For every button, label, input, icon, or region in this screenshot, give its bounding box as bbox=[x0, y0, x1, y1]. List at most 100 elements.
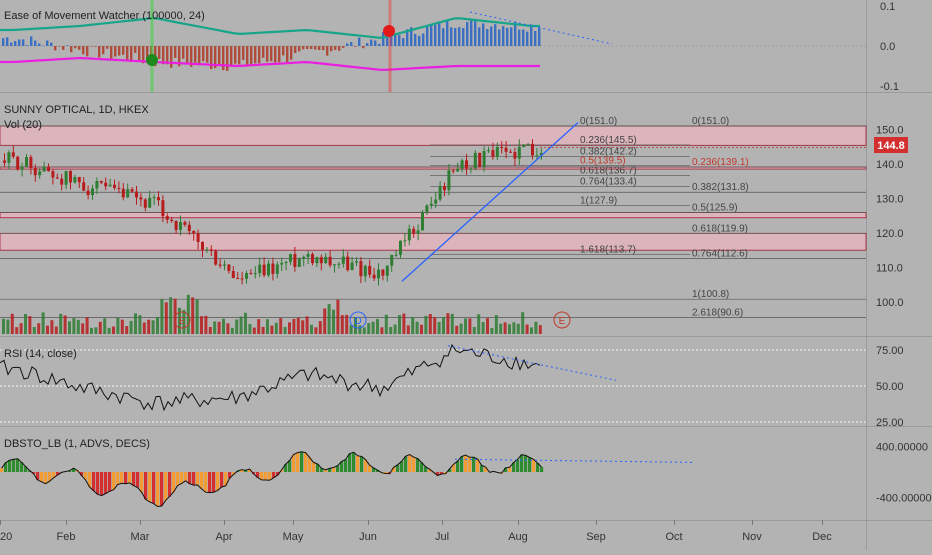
x-tick-label[interactable]: Mar bbox=[131, 531, 150, 543]
emw-bar bbox=[2, 38, 5, 46]
emw-bar bbox=[10, 42, 13, 46]
x-tick-label[interactable]: May bbox=[283, 531, 304, 543]
volume-bar bbox=[24, 314, 27, 334]
x-tick-label[interactable]: Jul bbox=[435, 531, 449, 543]
price-y-tick-label[interactable]: 120.0 bbox=[876, 228, 904, 240]
dbsto-bar bbox=[528, 457, 532, 472]
dbsto-bar bbox=[88, 472, 92, 488]
fib-level-label[interactable]: 0(151.0) bbox=[692, 116, 729, 127]
rsi-title[interactable]: RSI (14, close) bbox=[4, 348, 77, 360]
emw-bar bbox=[534, 30, 537, 46]
fib-level-label[interactable]: 0.382(131.8) bbox=[692, 182, 749, 193]
event-marker[interactable] bbox=[173, 311, 191, 329]
x-tick-label[interactable]: Jun bbox=[359, 531, 377, 543]
emw-bar bbox=[230, 46, 233, 67]
volume-bar bbox=[244, 312, 247, 334]
volume-bar bbox=[81, 323, 85, 334]
emw-bar bbox=[138, 46, 141, 61]
fib-extension-label[interactable]: 0.618(136.7) bbox=[580, 165, 637, 176]
price-title[interactable]: SUNNY OPTICAL, 1D, HKEX bbox=[4, 104, 149, 116]
candle-body bbox=[275, 264, 279, 274]
fib-extension-label[interactable]: 0.382(142.2) bbox=[580, 146, 637, 157]
price-y-tick-label[interactable]: 150.0 bbox=[876, 124, 904, 136]
emw-y-tick-label[interactable]: -0.1 bbox=[880, 81, 899, 93]
emw-bar bbox=[502, 26, 505, 46]
volume-bar bbox=[195, 299, 199, 334]
rsi-divergence-line[interactable] bbox=[447, 345, 617, 381]
volume-bar bbox=[283, 326, 287, 334]
emw-bar bbox=[90, 46, 93, 47]
x-tick-label[interactable]: Aug bbox=[508, 531, 528, 543]
emw-buy-marker[interactable] bbox=[146, 54, 158, 66]
fib-extension-label[interactable]: 1.618(113.7) bbox=[580, 245, 636, 256]
volume-bar bbox=[340, 315, 344, 334]
event-marker[interactable] bbox=[553, 311, 571, 329]
x-tick-label[interactable]: Oct bbox=[665, 531, 682, 543]
candle-body bbox=[487, 150, 490, 152]
volume-bar bbox=[437, 321, 441, 334]
annotation-lines-layer[interactable] bbox=[146, 0, 866, 463]
dbsto-title[interactable]: DBSTO_LB (1, ADVS, DECS) bbox=[4, 438, 150, 450]
dbsto-y-tick-label[interactable]: -400.00000 bbox=[876, 493, 932, 505]
price-y-tick-label[interactable]: 100.0 bbox=[876, 297, 904, 309]
x-tick-label[interactable]: Apr bbox=[215, 531, 232, 543]
fib-level-label[interactable]: 0.618(119.9) bbox=[692, 223, 748, 234]
volume-bar bbox=[222, 318, 225, 334]
candle-body bbox=[253, 273, 257, 275]
emw-bar bbox=[378, 43, 381, 46]
volume-bar bbox=[411, 317, 415, 334]
emw-bar bbox=[86, 46, 89, 57]
x-tick-label[interactable]: Nov bbox=[742, 531, 762, 543]
price-y-tick-label[interactable]: 130.0 bbox=[876, 193, 904, 205]
emw-y-tick-label[interactable]: 0.1 bbox=[880, 1, 895, 13]
candle-body bbox=[438, 185, 442, 200]
event-marker[interactable] bbox=[349, 311, 367, 329]
candle-body bbox=[108, 184, 112, 187]
fib-level-label[interactable]: 0.764(112.6) bbox=[692, 248, 748, 259]
emw-divergence-line[interactable] bbox=[469, 11, 613, 45]
trend-line[interactable] bbox=[401, 122, 579, 282]
price-y-tick-label[interactable]: 140.0 bbox=[876, 159, 904, 171]
rsi-y-tick-label[interactable]: 25.00 bbox=[876, 417, 904, 429]
fib-extension-label[interactable]: 0(151.0) bbox=[580, 116, 617, 127]
rsi-y-tick-label[interactable]: 75.00 bbox=[876, 345, 904, 357]
fib-level-label[interactable]: 1(100.8) bbox=[692, 289, 729, 300]
volume-bar bbox=[164, 302, 168, 334]
emw-bar bbox=[322, 46, 325, 51]
emw-bar bbox=[478, 27, 481, 46]
fib-level-label[interactable]: 0.5(125.9) bbox=[692, 203, 738, 214]
fib-extension-label[interactable]: 0.764(133.4) bbox=[580, 177, 637, 188]
emw-bar bbox=[174, 46, 177, 58]
price-y-tick-label[interactable]: 110.0 bbox=[876, 262, 903, 274]
volume-title[interactable]: Vol (20) bbox=[4, 119, 42, 131]
emw-y-tick-label[interactable]: 0.0 bbox=[880, 41, 895, 53]
fib-extension-label[interactable]: 1(127.9) bbox=[580, 196, 617, 207]
axis-layer[interactable]: 0.1 0.0 -0.1 150.0 140.0 130.0 120.0 110.0 100.0… bbox=[0, 1, 932, 543]
x-tick-label[interactable]: Feb bbox=[57, 531, 76, 543]
fib-extension-label[interactable]: 0.5(139.5) bbox=[580, 156, 626, 167]
x-tick-label[interactable]: 20 bbox=[0, 531, 12, 543]
volume-bar bbox=[252, 327, 256, 334]
emw-bar bbox=[6, 37, 9, 46]
emw-bar bbox=[510, 27, 513, 46]
x-tick-label[interactable]: Sep bbox=[586, 531, 606, 543]
volume-bar bbox=[393, 324, 397, 334]
fib-level-label[interactable]: 2.618(90.6) bbox=[692, 307, 743, 318]
emw-bar bbox=[474, 18, 477, 46]
fib-extension-label[interactable]: 0.236(145.5) bbox=[580, 135, 637, 146]
candle-body bbox=[38, 171, 42, 176]
emw-bar bbox=[410, 27, 413, 46]
emw-title[interactable]: Ease of Movement Watcher (100000, 24) bbox=[4, 10, 205, 22]
emw-bar bbox=[538, 27, 541, 46]
fib-level-label[interactable]: 0.236(139.1) bbox=[692, 157, 749, 168]
rsi-y-tick-label[interactable]: 50.00 bbox=[876, 381, 904, 393]
volume-bar bbox=[376, 319, 379, 334]
emw-bar bbox=[482, 23, 485, 46]
dbsto-bar bbox=[100, 472, 104, 496]
x-tick-label[interactable]: Dec bbox=[812, 531, 832, 543]
volume-bar bbox=[178, 307, 181, 334]
dbsto-bar bbox=[16, 458, 20, 472]
emw-sell-marker[interactable] bbox=[383, 25, 395, 37]
dbsto-y-tick-label[interactable]: 400.00000 bbox=[876, 441, 928, 453]
